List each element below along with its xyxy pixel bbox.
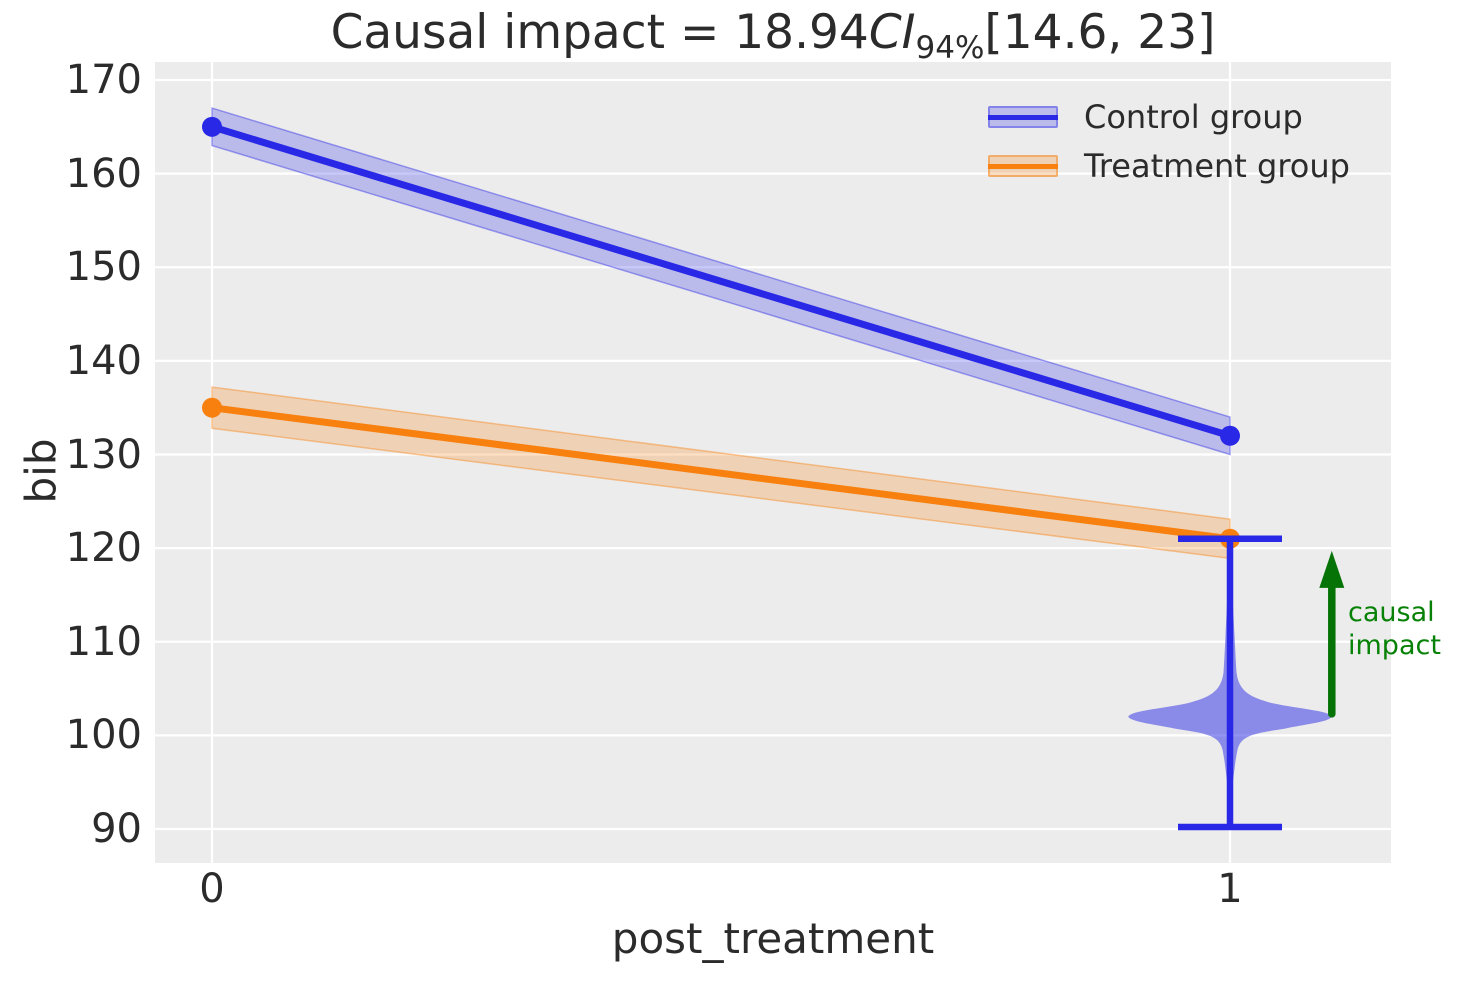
- legend-item-treatment: Treatment group: [988, 147, 1350, 185]
- y-tick-label-120: 120: [65, 525, 142, 572]
- y-tick-label-100: 100: [65, 712, 142, 759]
- legend-label-treatment: Treatment group: [1084, 147, 1350, 185]
- legend-line-treatment: [988, 163, 1058, 169]
- title-prefix: Causal impact = 18.94: [330, 5, 869, 60]
- legend-line-control: [988, 114, 1058, 120]
- y-tick-label-90: 90: [91, 806, 142, 852]
- x-tick-label-1: 1: [1217, 866, 1243, 912]
- legend-swatch-control: [988, 106, 1058, 128]
- x-axis-label: post_treatment: [611, 914, 935, 963]
- y-tick-label-160: 160: [65, 150, 142, 197]
- title-ci: CI: [868, 5, 916, 60]
- legend-item-control: Control group: [988, 98, 1303, 136]
- annotation-line1: causal: [1348, 597, 1435, 628]
- y-tick-label-150: 150: [65, 244, 142, 291]
- legend-label-control: Control group: [1084, 98, 1303, 136]
- y-tick-label-140: 140: [65, 337, 142, 384]
- control-line: [208, 123, 1234, 440]
- y-tick-label-110: 110: [65, 618, 142, 665]
- treatment-line: [208, 404, 1234, 543]
- y-tick-label-170: 170: [65, 57, 142, 103]
- y-tick-label-130: 130: [65, 431, 142, 478]
- chart-title: Causal impact = 18.94CI94%[14.6, 23]: [155, 5, 1391, 65]
- control-point-0: [202, 116, 222, 137]
- legend-swatch-treatment: [988, 155, 1058, 177]
- title-ci-subscript: 94%: [915, 30, 985, 66]
- treatment-point-0: [202, 397, 222, 418]
- impact-arrow-head: [1319, 550, 1345, 588]
- x-tick-label-0: 0: [199, 866, 225, 912]
- annotation-line2: impact: [1348, 630, 1441, 661]
- title-interval: [14.6, 23]: [984, 5, 1216, 60]
- causal-impact-annotation: causal impact: [1348, 596, 1441, 662]
- control-point-1: [1220, 425, 1240, 446]
